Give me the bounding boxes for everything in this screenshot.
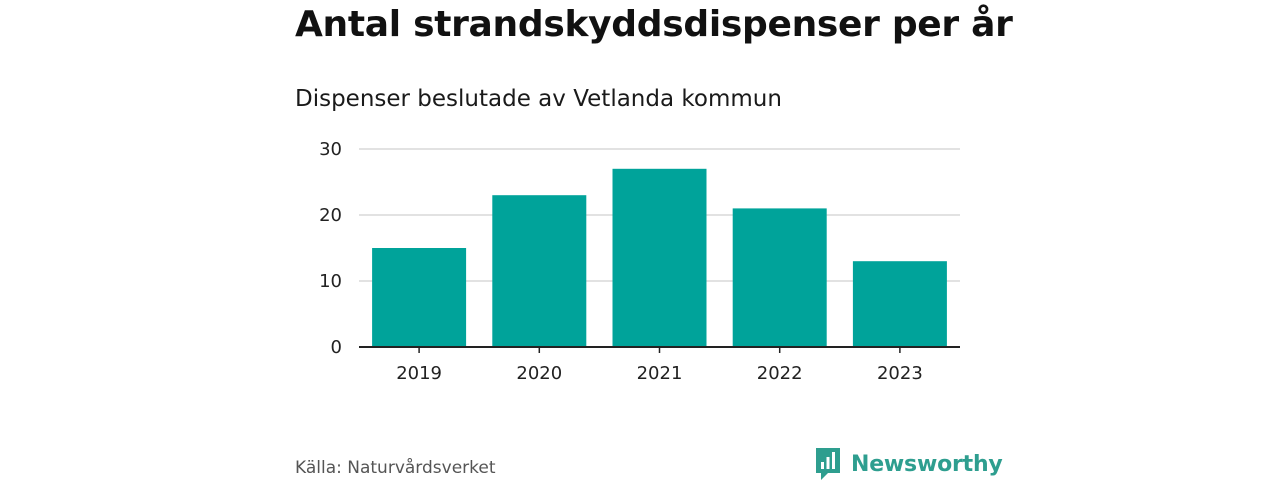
x-tick-label-2019: 2019 (396, 363, 442, 384)
y-tick-label-20: 20 (319, 205, 342, 226)
x-tick-label-2020: 2020 (516, 363, 562, 384)
newsworthy-logo-icon (816, 448, 840, 480)
chart-title: Antal strandskyddsdispenser per år (295, 4, 1013, 45)
x-tick-label-2023: 2023 (877, 363, 923, 384)
y-tick-label-10: 10 (319, 271, 342, 292)
bar-2023 (852, 261, 947, 347)
x-tick-label-2022: 2022 (757, 363, 803, 384)
source-note: Källa: Naturvårdsverket (295, 458, 496, 478)
y-tick-label-0: 0 (331, 337, 342, 358)
brand-name: Newsworthy (851, 451, 1003, 477)
chart-subtitle: Dispenser beslutade av Vetlanda kommun (295, 86, 782, 112)
bar-2020 (492, 195, 587, 347)
bar-2021 (612, 168, 707, 347)
bar-2022 (732, 208, 827, 347)
y-tick-label-30: 30 (319, 139, 342, 160)
bar-2019 (372, 248, 467, 347)
brand-logo: Newsworthy (814, 446, 1003, 482)
x-tick-label-2021: 2021 (637, 363, 683, 384)
